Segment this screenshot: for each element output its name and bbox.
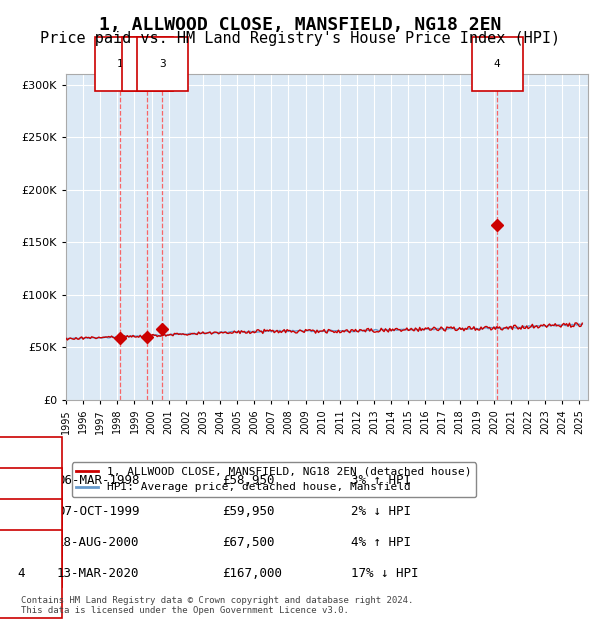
Text: 2: 2 xyxy=(144,59,151,69)
Text: 1: 1 xyxy=(17,474,25,487)
Text: Contains HM Land Registry data © Crown copyright and database right 2024.
This d: Contains HM Land Registry data © Crown c… xyxy=(21,596,413,615)
Text: 3% ↑ HPI: 3% ↑ HPI xyxy=(351,474,411,487)
Text: Price paid vs. HM Land Registry's House Price Index (HPI): Price paid vs. HM Land Registry's House … xyxy=(40,31,560,46)
Text: 17% ↓ HPI: 17% ↓ HPI xyxy=(351,567,419,580)
Text: 2: 2 xyxy=(17,505,25,518)
Text: 4: 4 xyxy=(17,567,25,580)
Text: £167,000: £167,000 xyxy=(222,567,282,580)
Text: 3: 3 xyxy=(159,59,166,69)
Text: 1: 1 xyxy=(117,59,124,69)
Text: 4: 4 xyxy=(494,59,500,69)
Text: 18-AUG-2000: 18-AUG-2000 xyxy=(57,536,139,549)
Text: 1, ALLWOOD CLOSE, MANSFIELD, NG18 2EN: 1, ALLWOOD CLOSE, MANSFIELD, NG18 2EN xyxy=(99,16,501,33)
Legend: 1, ALLWOOD CLOSE, MANSFIELD, NG18 2EN (detached house), HPI: Average price, deta: 1, ALLWOOD CLOSE, MANSFIELD, NG18 2EN (d… xyxy=(71,463,476,497)
Text: 07-OCT-1999: 07-OCT-1999 xyxy=(57,505,139,518)
Text: 3: 3 xyxy=(17,536,25,549)
Text: 13-MAR-2020: 13-MAR-2020 xyxy=(57,567,139,580)
Text: £59,950: £59,950 xyxy=(222,505,275,518)
Text: 2% ↓ HPI: 2% ↓ HPI xyxy=(351,505,411,518)
Text: 4% ↑ HPI: 4% ↑ HPI xyxy=(351,536,411,549)
Text: £58,950: £58,950 xyxy=(222,474,275,487)
Text: 06-MAR-1998: 06-MAR-1998 xyxy=(57,474,139,487)
Text: £67,500: £67,500 xyxy=(222,536,275,549)
